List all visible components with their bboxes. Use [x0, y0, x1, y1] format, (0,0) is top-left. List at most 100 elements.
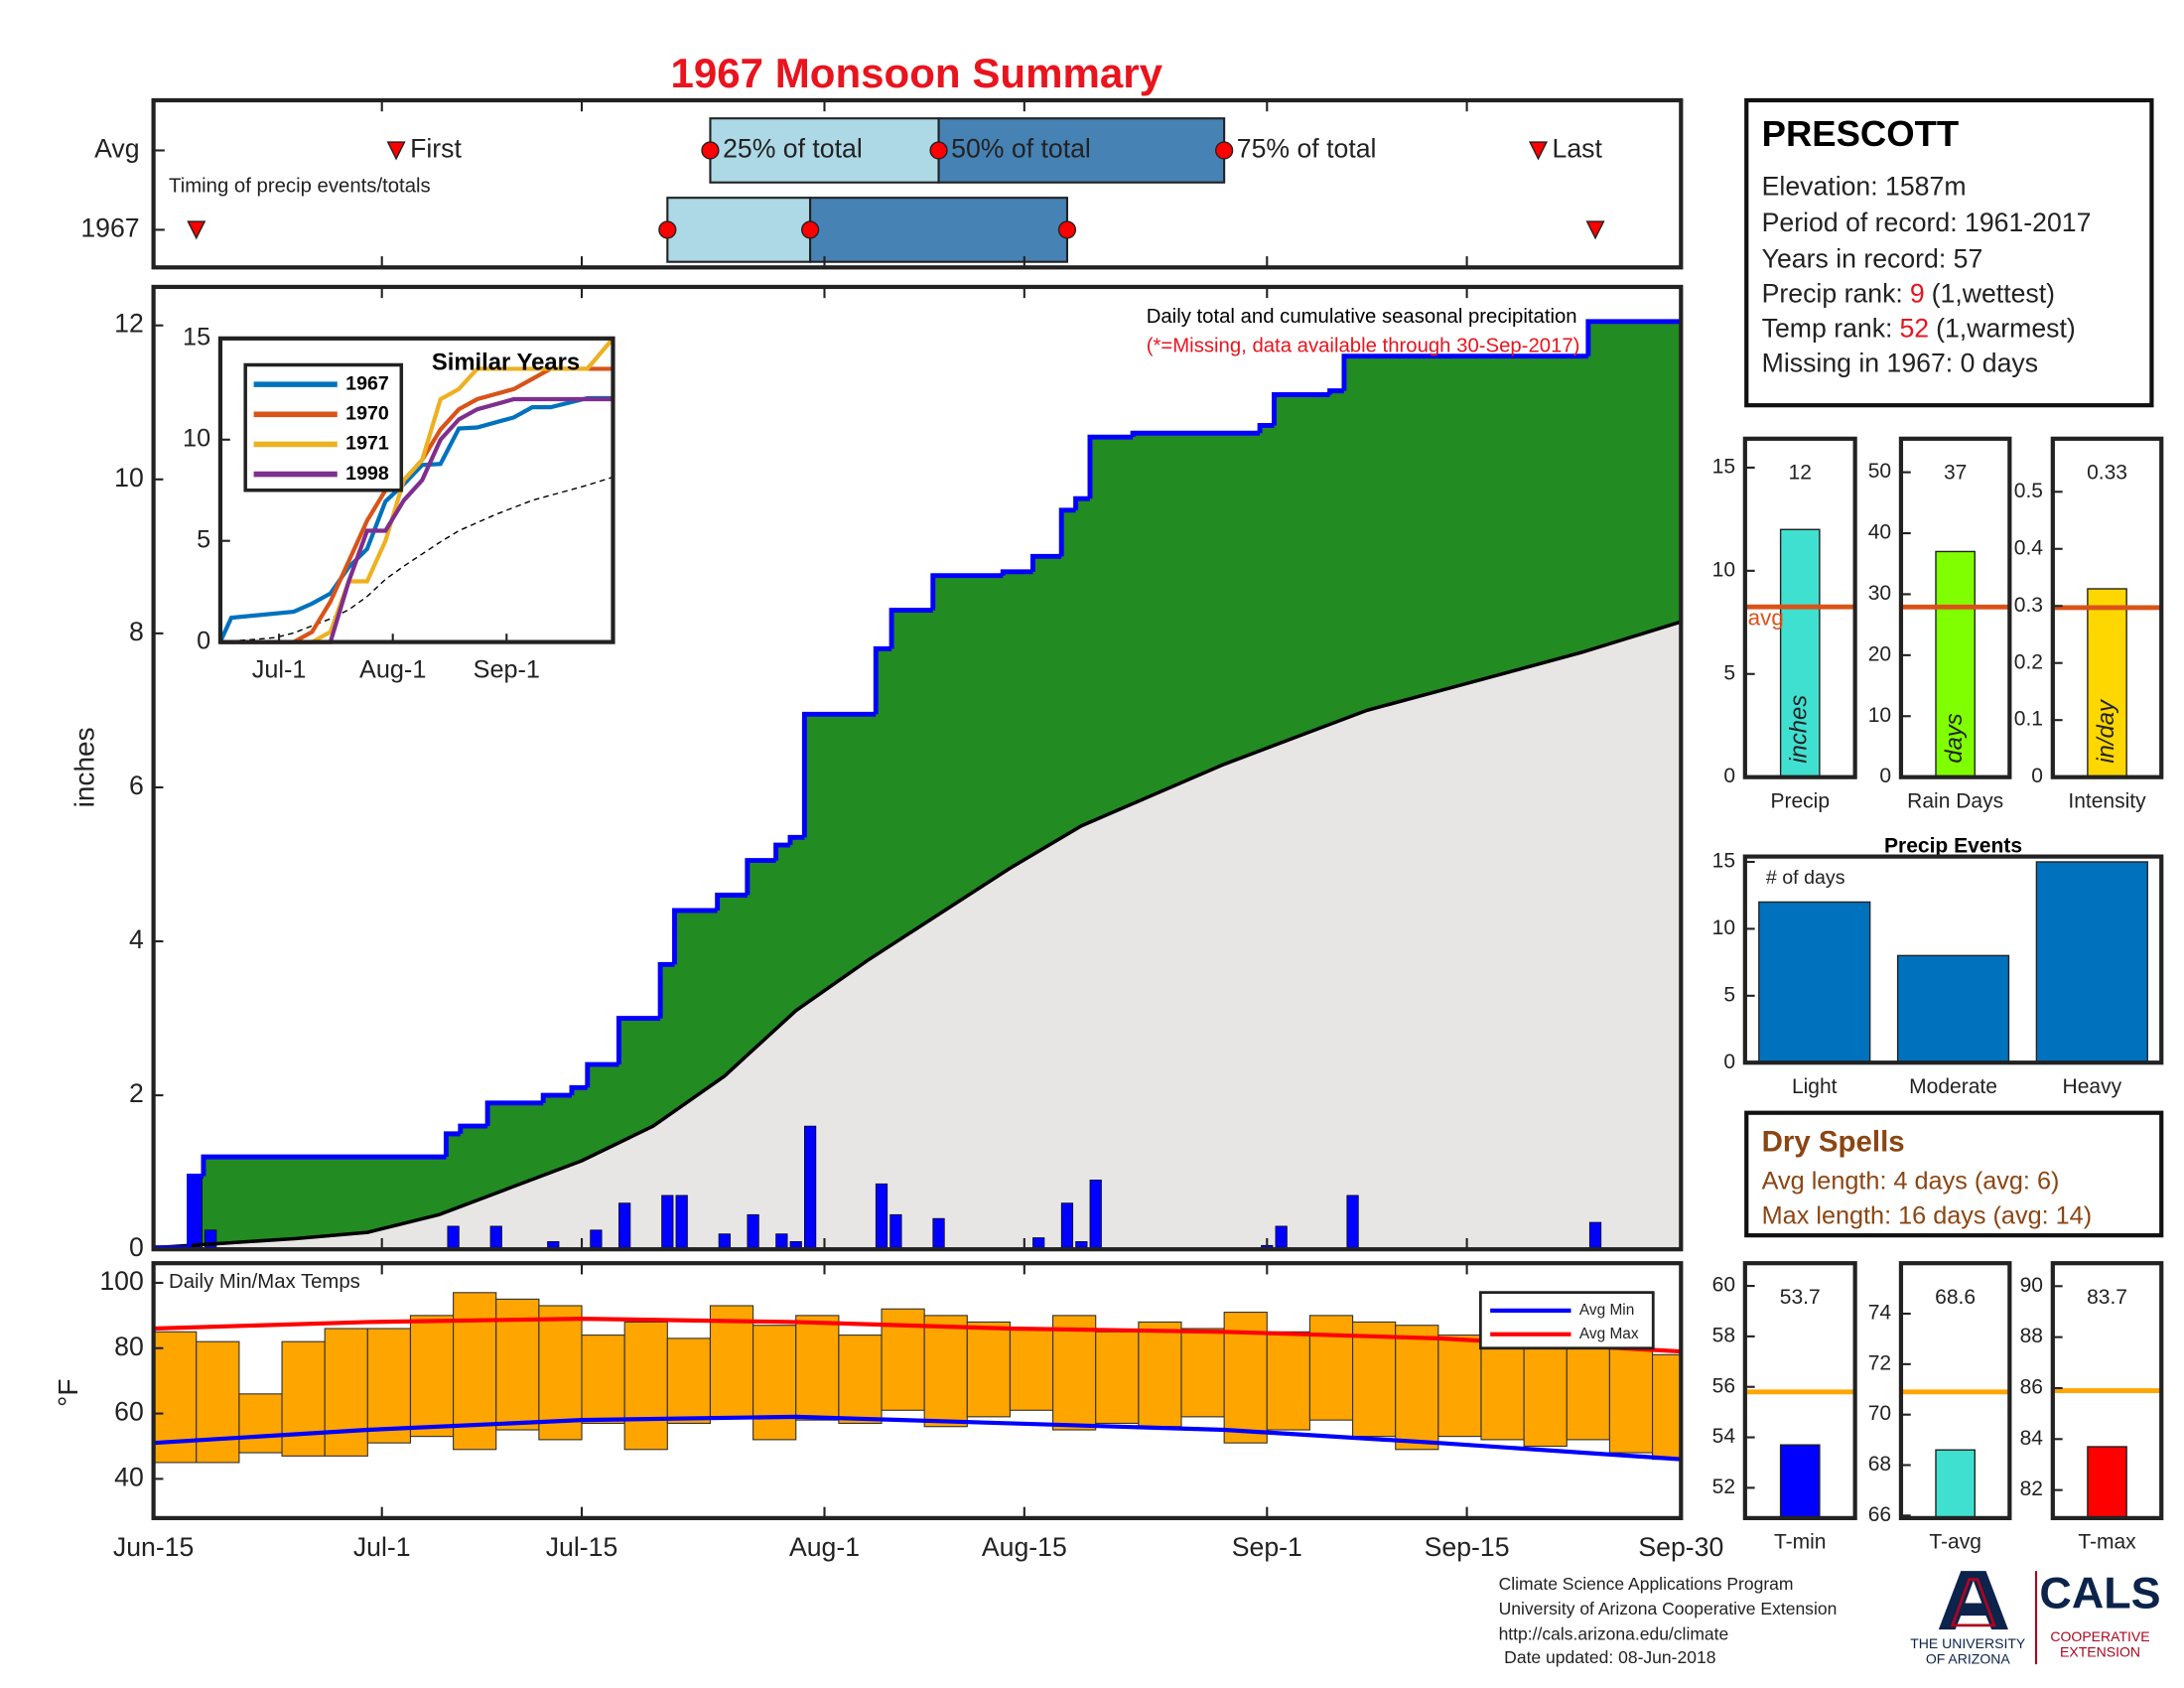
daily-bar	[1275, 1225, 1288, 1250]
unit-label: inches	[1786, 695, 1813, 764]
temp-bar	[581, 1335, 625, 1425]
temp-bar	[324, 1328, 368, 1457]
legend-label: 1971	[345, 433, 389, 455]
x-tick-label: Jul-15	[546, 1532, 618, 1562]
y-tick-label: 20	[1868, 642, 1891, 665]
x-tick-label: Sep-1	[1232, 1532, 1302, 1562]
value-label: 53.7	[1780, 1286, 1821, 1309]
y-tick-label: 40	[114, 1462, 144, 1491]
panel-frame	[1742, 436, 1857, 779]
temp-bar	[1523, 1347, 1568, 1448]
temp-bar	[795, 1315, 840, 1421]
dry-max: Max length: 16 days (avg: 14)	[1762, 1202, 2092, 1230]
panel-frame	[217, 336, 615, 644]
q50-marker	[929, 141, 948, 160]
y-tick-label: 70	[1868, 1402, 1891, 1425]
temp-bar	[1608, 1347, 1654, 1454]
y-tick-label: 10	[1868, 704, 1891, 727]
label: Temp rank:	[1762, 313, 1893, 343]
value-label: 68.6	[1935, 1286, 1976, 1309]
cumulative-step	[201, 1154, 447, 1177]
note: (1,wettest)	[1932, 278, 2055, 308]
temp-bar	[538, 1305, 583, 1441]
cumulative-step	[1029, 553, 1062, 572]
y-tick-label: 72	[1868, 1351, 1891, 1374]
avg-label: avg	[1748, 606, 1784, 631]
q25-label: 25% of total	[723, 134, 863, 164]
x-tick-label: Jul-1	[353, 1532, 411, 1562]
label: Precip rank:	[1762, 278, 1903, 308]
category-label: T-avg	[1929, 1531, 1981, 1554]
daily-bar	[775, 1233, 788, 1250]
y-tick-label: 86	[2020, 1376, 2043, 1399]
y-tick-label: 100	[99, 1266, 143, 1296]
q75-marker	[1057, 220, 1077, 239]
daily-bar	[1089, 1180, 1102, 1250]
temp-bar	[709, 1305, 754, 1418]
cals-text: CALS	[2039, 1567, 2160, 1618]
daily-bar	[889, 1213, 902, 1250]
category-label: Moderate	[1909, 1075, 1997, 1098]
category-label: Light	[1792, 1075, 1838, 1098]
ua-text: THE UNIVERSITY	[1910, 1635, 2026, 1651]
panel-frame	[2050, 1261, 2164, 1520]
temp-bar	[1308, 1315, 1354, 1421]
y-tick-label: 0	[1723, 1051, 1735, 1073]
cumulative-step	[187, 1174, 204, 1248]
extension-text: EXTENSION	[2060, 1644, 2140, 1660]
temp-bar	[196, 1340, 240, 1464]
rank: 52	[1899, 313, 1929, 343]
years: Years in record: 57	[1762, 243, 1983, 273]
y-tick-label: 50	[1868, 460, 1891, 483]
cumulative-step	[1058, 507, 1076, 557]
average-fill	[153, 622, 1682, 1250]
early-box	[666, 197, 812, 263]
q75-marker	[1215, 141, 1234, 160]
temp-bar	[666, 1337, 712, 1425]
category-label: T-max	[2078, 1531, 2136, 1554]
category-label: Precip	[1770, 789, 1830, 812]
late-box	[937, 117, 1226, 184]
daily-bar	[447, 1225, 460, 1250]
daily-bar	[590, 1229, 603, 1250]
note: (1,warmest)	[1936, 313, 2076, 343]
period: Period of record: 1961-2017	[1762, 208, 2092, 237]
value-label: 0.33	[2087, 461, 2127, 484]
footer-line: Climate Science Applications Program	[1499, 1574, 1794, 1594]
y-tick-label: 0.5	[2014, 480, 2043, 502]
temp-bar	[1052, 1315, 1097, 1431]
panel-frame	[151, 97, 1684, 270]
temp-bar	[1352, 1321, 1397, 1438]
inset-title: Similar Years	[432, 349, 580, 375]
daily-bar	[661, 1195, 674, 1250]
x-tick-label: Sep-1	[474, 656, 540, 684]
daily-bar	[932, 1217, 945, 1250]
cumulative-step	[657, 961, 675, 1019]
y-tick-label: 0	[2031, 765, 2043, 787]
temp-bar	[1395, 1325, 1439, 1451]
y-tick-label: 10	[183, 424, 210, 452]
category-label: Heavy	[2063, 1075, 2122, 1098]
temp-bar	[966, 1321, 1012, 1418]
daily-bar	[675, 1195, 688, 1250]
x-tick-label: Sep-30	[1638, 1532, 1723, 1562]
y-tick-label: 40	[1868, 521, 1891, 544]
first-label: First	[410, 134, 462, 164]
cumulative-step	[585, 1061, 619, 1088]
daily-bar	[804, 1125, 817, 1250]
last-marker	[1528, 141, 1549, 161]
panel-frame	[1898, 1261, 2012, 1520]
page-title: 1967 Monsoon Summary	[670, 50, 1162, 96]
footer-line: http://cals.arizona.edu/climate	[1499, 1623, 1729, 1643]
y-tick-label: 4	[129, 924, 144, 954]
y-tick-label: 15	[183, 324, 210, 352]
precip-rank: Precip rank: 9 (1,wettest)	[1762, 278, 2055, 308]
temp-bar	[1480, 1340, 1525, 1441]
daily-bar	[875, 1183, 888, 1250]
temp-bar	[366, 1328, 412, 1444]
temp-bar	[752, 1325, 797, 1441]
x-tick-label: Sep-15	[1425, 1532, 1510, 1562]
y-tick-label: 52	[1712, 1476, 1735, 1498]
y-tick-label: 8	[129, 617, 144, 646]
